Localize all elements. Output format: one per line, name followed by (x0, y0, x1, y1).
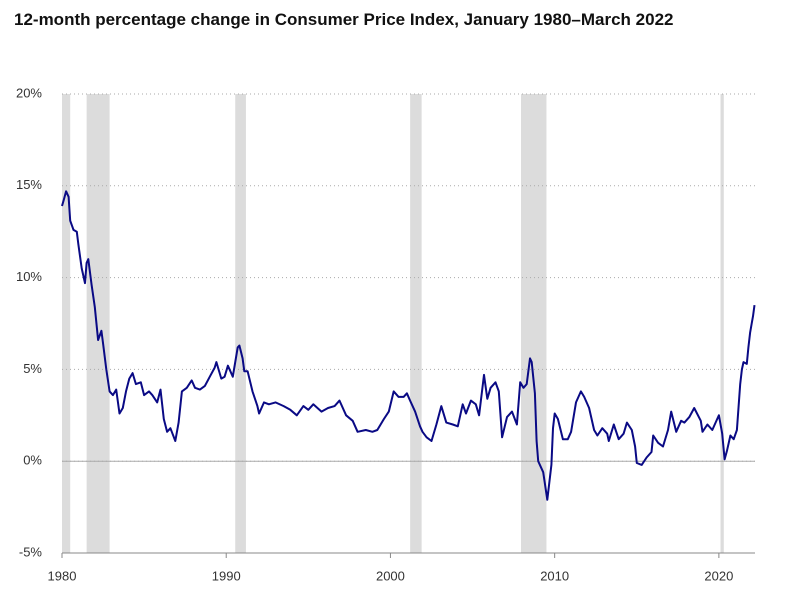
y-tick-label: 15% (16, 177, 42, 192)
chart-title: 12-month percentage change in Consumer P… (14, 10, 674, 29)
recession-shading (410, 94, 422, 553)
recession-shading (235, 94, 246, 553)
x-tick-label: 1980 (48, 568, 77, 583)
y-tick-label: 5% (23, 361, 42, 376)
y-tick-label: 20% (16, 85, 42, 100)
x-tick-label: 2000 (376, 568, 405, 583)
recession-shading (62, 94, 71, 553)
y-tick-label: 0% (23, 453, 42, 468)
x-tick-label: 1990 (212, 568, 241, 583)
y-tick-label: 10% (16, 269, 42, 284)
x-tick-label: 2010 (540, 568, 569, 583)
recession-shading (720, 94, 724, 553)
recession-shading (520, 94, 547, 553)
cpi-line (61, 190, 756, 501)
y-tick-label: -5% (19, 544, 43, 559)
x-tick-label: 2020 (704, 568, 733, 583)
recession-shading (86, 94, 110, 553)
